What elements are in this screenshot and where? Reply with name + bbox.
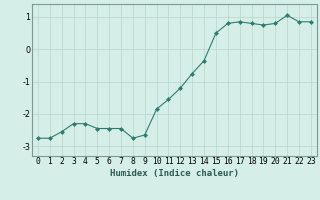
X-axis label: Humidex (Indice chaleur): Humidex (Indice chaleur) (110, 169, 239, 178)
